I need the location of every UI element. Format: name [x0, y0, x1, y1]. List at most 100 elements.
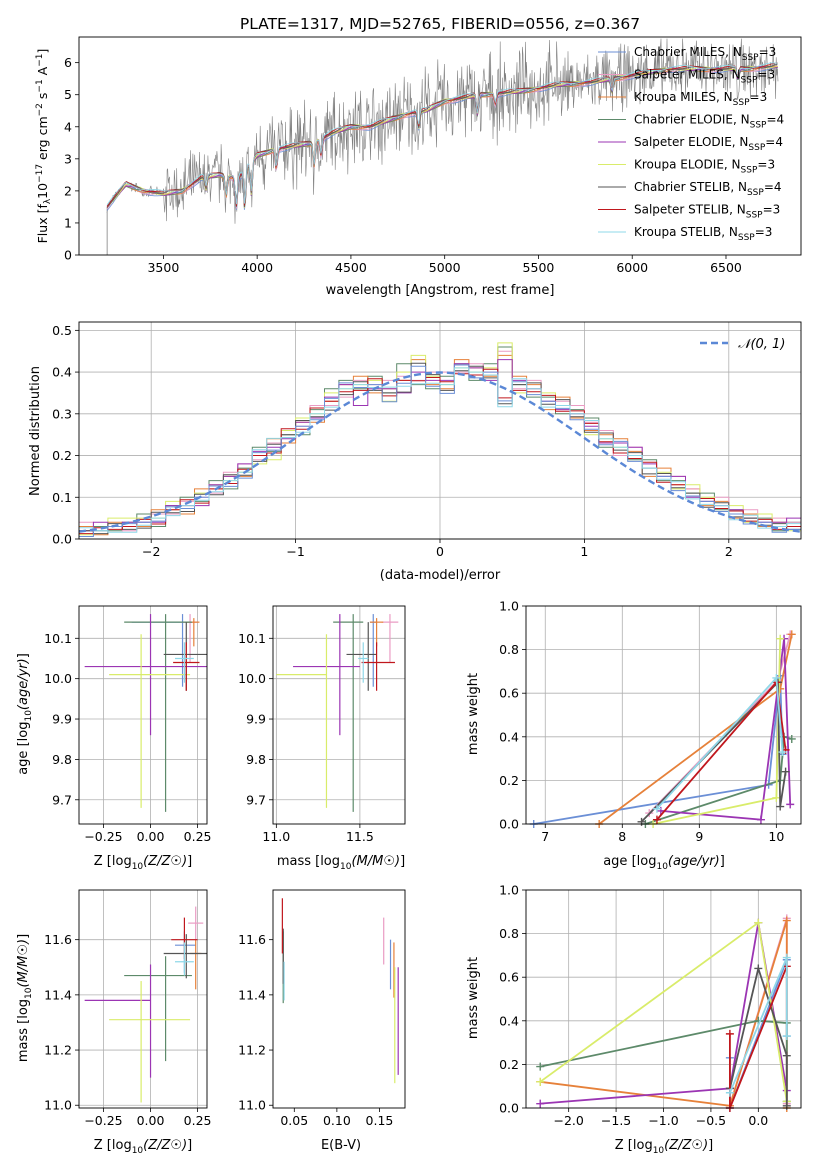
label-part: age [log	[16, 722, 31, 775]
mass-age-x-label: mass [log10(M/M☉)]	[277, 854, 405, 872]
errorbar-point-chabrier-stelib	[346, 622, 377, 691]
label-part: 10	[656, 862, 668, 872]
label-part: ]	[187, 1138, 192, 1153]
x-tick-label: 0.0	[748, 1113, 768, 1128]
mass-age-panel: 11.0 11.5 9.7 9.8 9.9 10.0 10.1 mass [log10(M/…	[238, 605, 406, 872]
y-tick-label: 11.6	[238, 932, 266, 947]
label-part: =3	[759, 45, 777, 59]
errorbar-point-salpeter-miles	[188, 906, 204, 940]
residual-axes: −2 −1 0 1 2 0.0 0.1 0.2 0.3 0.4 0.5	[52, 321, 802, 559]
age-weight-plot	[529, 630, 796, 828]
label-part: (Z/Z☉)	[143, 1138, 187, 1153]
legend-entry: Kroupa STELIB, NSSP=3	[634, 225, 772, 243]
label-subscript: SSP	[750, 121, 767, 131]
y-tick-label: 0.1	[52, 490, 72, 505]
label-part: −2	[35, 103, 45, 116]
weight-marker	[536, 1062, 545, 1071]
z-weight-panel: −2.0 −1.5 −1.0 −0.5 0.0 0.0 0.2 0.4 0.6 0.8 1.0 Z …	[466, 883, 802, 1156]
label-part: Z [log	[94, 854, 132, 869]
legend-entry: Salpeter STELIB, NSSP=3	[634, 203, 780, 221]
weight-marker	[725, 1088, 734, 1097]
label-part: =3	[755, 225, 773, 239]
errorbar-point-chabrier-elodie	[333, 614, 364, 812]
residual-y-label: Normed distribution	[28, 366, 43, 496]
y-tick-label: 10.0	[238, 671, 266, 686]
x-tick-label: 0.25	[184, 1113, 212, 1128]
axes-frame	[525, 605, 802, 825]
x-tick-label: 0.05	[280, 1113, 308, 1128]
y-tick-label: 0.8	[499, 926, 519, 941]
label-part: (Z/Z☉)	[664, 1138, 708, 1153]
y-tick-label: 10.0	[44, 671, 72, 686]
axes-frame	[272, 889, 406, 1109]
x-tick-label: 1	[580, 544, 588, 559]
y-tick-label: 0.6	[499, 970, 519, 985]
errorbar-point-kroupa-elodie	[109, 981, 191, 1103]
ebv-mass-x-label: E(B-V)	[321, 1138, 361, 1153]
label-part: (age/yr)	[16, 658, 31, 710]
x-tick-label: −1.5	[601, 1113, 631, 1128]
label-part: =3	[750, 90, 768, 104]
y-tick-label: 1.0	[499, 599, 519, 614]
y-tick-label: 0.5	[52, 323, 72, 338]
x-tick-label: 8	[618, 829, 626, 844]
spectrum-axes: 3500 4000 4500 5000 5500 6000 6500 0 1 2 3 4 5 6	[64, 36, 802, 275]
label-part: −1	[35, 79, 45, 92]
age-weight-axes: 7 8 9 10 0.0 0.2 0.4 0.6 0.8 1.0	[499, 599, 802, 844]
weight-marker	[652, 815, 661, 824]
weight-marker	[782, 1101, 791, 1110]
weight-marker	[725, 1029, 734, 1038]
figure-title: PLATE=1317, MJD=52765, FIBERID=0556, z=0…	[240, 15, 640, 33]
label-part: Chabrier STELIB, N	[634, 180, 747, 194]
label-part: (M/M☉)	[16, 939, 31, 988]
weight-marker	[637, 817, 646, 826]
residual-panel: −2 −1 0 1 2 0.0 0.1 0.2 0.3 0.4 0.5 𝒩(0, 1) (data-…	[28, 321, 802, 583]
label-part: Chabrier MILES, N	[634, 45, 742, 59]
errorbar-point-chabrier-elodie	[124, 956, 192, 1062]
spectrum-plot	[106, 38, 779, 255]
label-part: s	[35, 93, 50, 104]
spectrum-y-label: Flux [fλ10−17 erg cm−2 s−1 A−1]	[35, 49, 53, 244]
x-tick-label: 0.10	[323, 1113, 351, 1128]
ebv-mass-plot	[281, 898, 399, 1084]
x-tick-label: 5500	[523, 260, 555, 275]
y-tick-label: 0.4	[52, 365, 72, 380]
label-part: ]	[16, 653, 31, 658]
model-spectrum-kroupa-stelib	[106, 62, 778, 205]
label-part: =3	[757, 68, 775, 82]
x-tick-label: −2.0	[553, 1113, 583, 1128]
y-tick-label: 0.2	[499, 773, 519, 788]
label-part: ]	[708, 1138, 713, 1153]
axes-frame	[78, 36, 802, 256]
label-subscript: SSP	[742, 53, 759, 63]
weight-marker	[782, 953, 791, 962]
label-part: ]	[35, 49, 50, 54]
label-part: Flux [f	[35, 204, 50, 244]
weight-marker	[776, 634, 785, 643]
weight-marker	[787, 630, 796, 639]
label-part: erg cm	[35, 116, 50, 164]
weight-marker	[754, 918, 763, 927]
z-weight-axes: −2.0 −1.5 −1.0 −0.5 0.0 0.0 0.2 0.4 0.6 0.8 1.0	[499, 883, 802, 1128]
z-age-y-label: age [log10(age/yr)]	[16, 653, 34, 775]
label-subscript: SSP	[748, 143, 765, 153]
x-tick-label: 5000	[429, 260, 461, 275]
weight-marker	[536, 1099, 545, 1108]
weight-marker	[782, 1032, 791, 1041]
legend-entry: Kroupa ELODIE, NSSP=3	[634, 158, 775, 176]
x-tick-label: 0.00	[137, 829, 165, 844]
y-tick-label: 5	[64, 87, 72, 102]
x-tick-label: −1	[286, 544, 304, 559]
label-part: Kroupa ELODIE, N	[634, 158, 741, 172]
y-tick-label: 0.3	[52, 406, 72, 421]
errorbar-point-salpeter-stelib	[361, 642, 395, 691]
weight-marker	[754, 964, 763, 973]
y-tick-label: 0.4	[499, 1013, 519, 1028]
mass-age-plot	[276, 614, 399, 812]
label-part: ]	[720, 854, 725, 869]
legend-entry: Chabrier ELODIE, NSSP=4	[634, 113, 784, 131]
y-tick-label: 11.0	[238, 1098, 266, 1113]
label-part: 10	[24, 987, 34, 999]
errorbar-point-salpeter-elodie	[84, 964, 152, 1078]
label-part: −1	[35, 54, 45, 67]
